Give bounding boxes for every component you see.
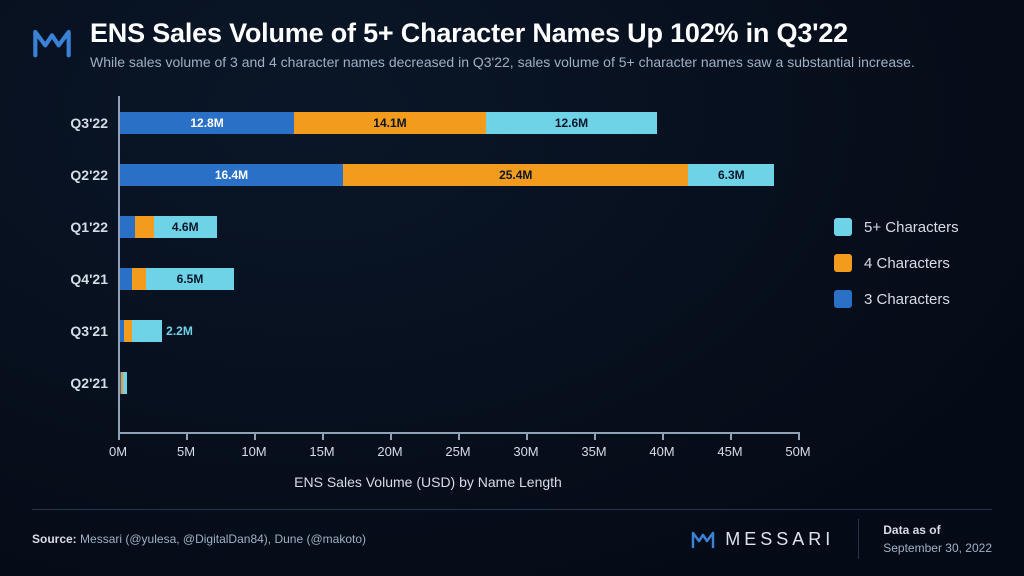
x-tick bbox=[458, 432, 460, 440]
legend-swatch bbox=[834, 218, 852, 236]
legend-label: 3 Characters bbox=[864, 291, 950, 308]
bar-segment: 2.2M bbox=[132, 320, 162, 342]
bar-row: Q3'22 12.8M14.1M12.6M bbox=[48, 104, 808, 142]
bar-segment: 12.6M bbox=[486, 112, 657, 134]
bar-row: Q2'22 16.4M25.4M6.3M bbox=[48, 156, 808, 194]
chart-area: ENS Sales Volume (USD) by Name Length 0M… bbox=[48, 96, 808, 476]
x-tick-label: 50M bbox=[778, 444, 818, 459]
x-tick-label: 30M bbox=[506, 444, 546, 459]
category-label: Q3'21 bbox=[48, 312, 108, 350]
footer: Source: Messari (@yulesa, @DigitalDan84)… bbox=[32, 516, 992, 562]
x-tick-label: 40M bbox=[642, 444, 682, 459]
category-label: Q2'22 bbox=[48, 156, 108, 194]
source-text: Source: Messari (@yulesa, @DigitalDan84)… bbox=[32, 532, 691, 546]
x-tick-label: 5M bbox=[166, 444, 206, 459]
bar-row: Q4'21 6.5M bbox=[48, 260, 808, 298]
x-tick-label: 10M bbox=[234, 444, 274, 459]
x-tick bbox=[526, 432, 528, 440]
bar-segment: 4.6M bbox=[154, 216, 217, 238]
legend-item: 4 Characters bbox=[834, 254, 984, 272]
legend-item: 5+ Characters bbox=[834, 218, 984, 236]
x-tick bbox=[798, 432, 800, 440]
x-tick bbox=[186, 432, 188, 440]
bar-segment: 14.1M bbox=[294, 112, 486, 134]
data-as-of: Data as of September 30, 2022 bbox=[883, 523, 992, 555]
chart-title: ENS Sales Volume of 5+ Character Names U… bbox=[90, 18, 984, 49]
bar-segment: 12.8M bbox=[120, 112, 294, 134]
category-label: Q3'22 bbox=[48, 104, 108, 142]
chart-subtitle: While sales volume of 3 and 4 character … bbox=[90, 54, 984, 70]
brand-logo-icon bbox=[691, 527, 715, 551]
x-tick bbox=[594, 432, 596, 440]
bar-value-label: 2.2M bbox=[166, 324, 193, 338]
legend-item: 3 Characters bbox=[834, 290, 984, 308]
x-tick-label: 35M bbox=[574, 444, 614, 459]
bar-segment: 6.3M bbox=[688, 164, 774, 186]
x-tick-label: 25M bbox=[438, 444, 478, 459]
legend-label: 5+ Characters bbox=[864, 219, 959, 236]
bar-segment bbox=[135, 216, 154, 238]
x-tick-label: 15M bbox=[302, 444, 342, 459]
chart-legend: 5+ Characters 4 Characters 3 Characters bbox=[834, 200, 984, 326]
x-tick bbox=[254, 432, 256, 440]
bar-row: Q3'21 2.2M bbox=[48, 312, 808, 350]
x-tick-label: 0M bbox=[98, 444, 138, 459]
bar-segment: 6.5M bbox=[146, 268, 234, 290]
bar-segment: 16.4M bbox=[120, 164, 343, 186]
brand-logo-footer: MESSARI bbox=[691, 527, 834, 551]
x-tick bbox=[662, 432, 664, 440]
bar-segment bbox=[132, 268, 146, 290]
x-tick bbox=[390, 432, 392, 440]
legend-label: 4 Characters bbox=[864, 255, 950, 272]
brand-name: MESSARI bbox=[725, 529, 834, 550]
category-label: Q2'21 bbox=[48, 364, 108, 402]
category-label: Q4'21 bbox=[48, 260, 108, 298]
x-tick-label: 45M bbox=[710, 444, 750, 459]
footer-vertical-divider bbox=[858, 519, 859, 559]
category-label: Q1'22 bbox=[48, 208, 108, 246]
chart-canvas: ENS Sales Volume of 5+ Character Names U… bbox=[0, 0, 1024, 576]
bar-row: Q2'21 bbox=[48, 364, 808, 402]
x-tick-label: 20M bbox=[370, 444, 410, 459]
bar-segment bbox=[123, 372, 127, 394]
x-tick bbox=[322, 432, 324, 440]
legend-swatch bbox=[834, 290, 852, 308]
footer-divider bbox=[32, 509, 992, 510]
x-tick bbox=[118, 432, 120, 440]
bar-segment: 25.4M bbox=[343, 164, 688, 186]
legend-swatch bbox=[834, 254, 852, 272]
bar-segment bbox=[120, 216, 135, 238]
brand-logo-icon bbox=[32, 22, 72, 62]
bar-row: Q1'22 4.6M bbox=[48, 208, 808, 246]
bar-segment bbox=[120, 268, 132, 290]
x-tick bbox=[730, 432, 732, 440]
bar-segment bbox=[124, 320, 132, 342]
x-axis-title: ENS Sales Volume (USD) by Name Length bbox=[48, 474, 808, 490]
